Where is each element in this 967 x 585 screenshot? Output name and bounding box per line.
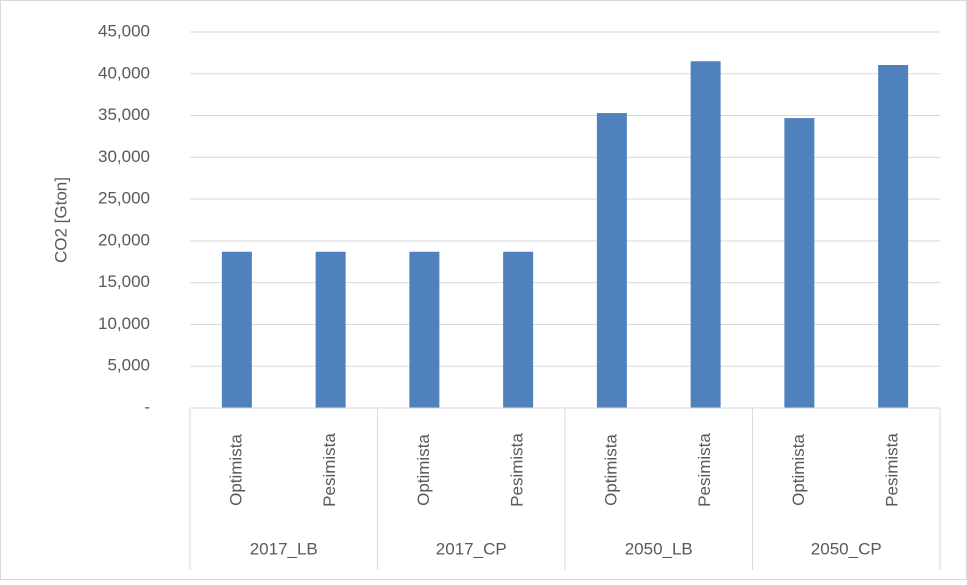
bar bbox=[784, 118, 815, 408]
bar bbox=[221, 251, 252, 408]
bar bbox=[315, 251, 346, 408]
y-tick-label: 30,000 bbox=[98, 147, 150, 166]
x-tick-label: Optimista bbox=[601, 434, 620, 506]
bar bbox=[409, 251, 440, 408]
x-tick-label: Optimista bbox=[414, 434, 433, 506]
y-tick-label: 25,000 bbox=[98, 189, 150, 208]
bar bbox=[690, 61, 721, 408]
x-tick-label: Pesimista bbox=[320, 433, 339, 507]
y-tick-label: 5,000 bbox=[107, 356, 150, 375]
bar bbox=[596, 113, 627, 408]
y-axis-label: CO2 [Gton] bbox=[51, 177, 70, 263]
x-tick-label: Optimista bbox=[789, 434, 808, 506]
bar bbox=[503, 251, 534, 408]
x-tick-label: Pesimista bbox=[883, 433, 902, 507]
y-tick-label: 35,000 bbox=[98, 105, 150, 124]
x-tick-label: Pesimista bbox=[508, 433, 527, 507]
bar bbox=[878, 65, 909, 408]
y-tick-label: - bbox=[144, 397, 150, 416]
y-tick-label: 10,000 bbox=[98, 314, 150, 333]
y-tick-label: 20,000 bbox=[98, 230, 150, 249]
group-label: 2017_CP bbox=[436, 539, 507, 558]
y-tick-label: 40,000 bbox=[98, 63, 150, 82]
group-label: 2017_LB bbox=[250, 539, 318, 558]
x-tick-label: Pesimista bbox=[695, 433, 714, 507]
x-tick-label: Optimista bbox=[226, 434, 245, 506]
y-tick-label: 45,000 bbox=[98, 21, 150, 40]
group-label: 2050_CP bbox=[811, 539, 882, 558]
group-label: 2050_LB bbox=[625, 539, 693, 558]
y-tick-label: 15,000 bbox=[98, 272, 150, 291]
